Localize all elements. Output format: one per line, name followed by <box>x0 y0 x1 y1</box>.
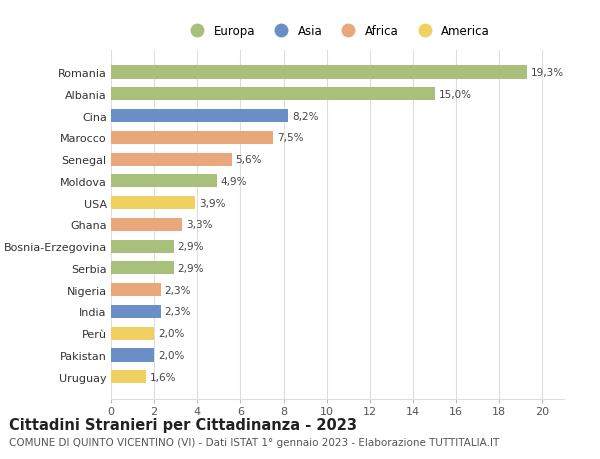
Bar <box>111 327 154 340</box>
Bar <box>111 349 154 362</box>
Text: 7,5%: 7,5% <box>277 133 303 143</box>
Text: 4,9%: 4,9% <box>221 176 247 186</box>
Text: 15,0%: 15,0% <box>439 90 472 100</box>
Bar <box>111 88 434 101</box>
Bar <box>111 153 232 166</box>
Text: 2,9%: 2,9% <box>178 241 204 252</box>
Text: 8,2%: 8,2% <box>292 112 318 121</box>
Text: COMUNE DI QUINTO VICENTINO (VI) - Dati ISTAT 1° gennaio 2023 - Elaborazione TUTT: COMUNE DI QUINTO VICENTINO (VI) - Dati I… <box>9 437 499 447</box>
Text: 2,0%: 2,0% <box>158 329 184 338</box>
Text: 5,6%: 5,6% <box>236 155 262 165</box>
Text: 3,3%: 3,3% <box>186 220 212 230</box>
Bar <box>111 370 146 383</box>
Text: 1,6%: 1,6% <box>149 372 176 382</box>
Bar <box>111 284 161 297</box>
Text: 2,3%: 2,3% <box>164 285 191 295</box>
Bar <box>111 218 182 231</box>
Bar <box>111 110 288 123</box>
Bar <box>111 240 173 253</box>
Bar <box>111 67 527 79</box>
Bar <box>111 132 273 145</box>
Text: 3,9%: 3,9% <box>199 198 226 208</box>
Bar <box>111 175 217 188</box>
Text: 2,3%: 2,3% <box>164 307 191 317</box>
Text: Cittadini Stranieri per Cittadinanza - 2023: Cittadini Stranieri per Cittadinanza - 2… <box>9 417 357 432</box>
Bar <box>111 305 161 318</box>
Bar <box>111 262 173 275</box>
Text: 19,3%: 19,3% <box>531 68 565 78</box>
Bar <box>111 196 195 210</box>
Legend: Europa, Asia, Africa, America: Europa, Asia, Africa, America <box>185 25 490 38</box>
Text: 2,0%: 2,0% <box>158 350 184 360</box>
Text: 2,9%: 2,9% <box>178 263 204 274</box>
